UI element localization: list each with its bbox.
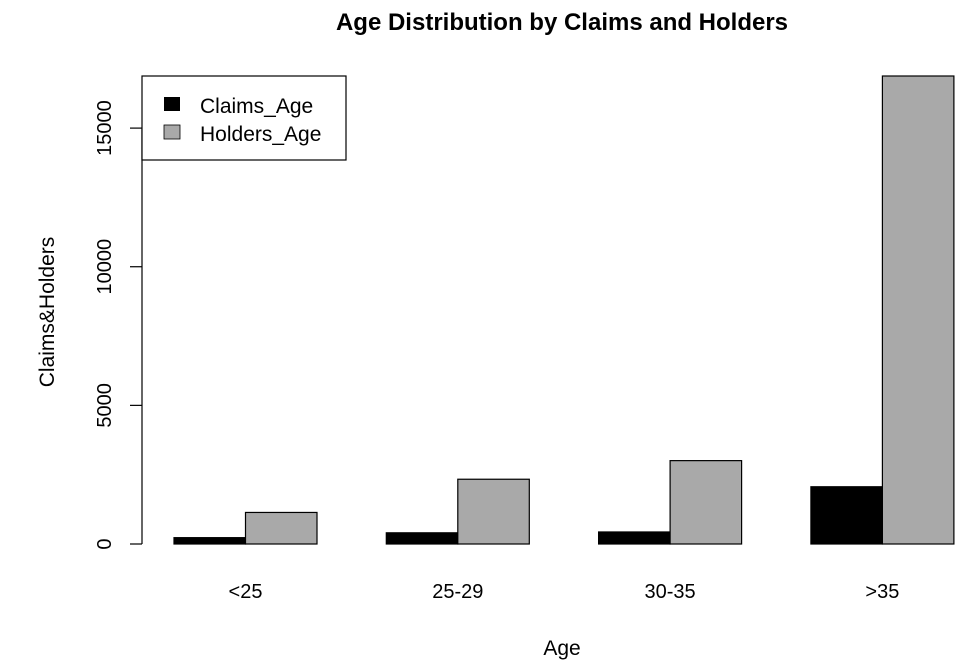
bar-holders-age-2: [669, 460, 743, 545]
y-tick-label-10000: 10000: [94, 239, 116, 295]
legend-swatch-holders-age: [163, 124, 181, 140]
bar-claims-age-0: [173, 537, 247, 545]
bar-holders-age-3: [881, 75, 955, 545]
x-tick-label-2: 30-35: [645, 581, 696, 603]
x-axis-label: Age: [543, 637, 580, 660]
x-tick-labels: <25 25-29 30-35 >35: [229, 581, 900, 603]
x-tick-label-1: 25-29: [432, 581, 483, 603]
y-tick-label-5000: 5000: [94, 383, 116, 428]
legend: Claims_Age Holders_Age: [141, 75, 347, 161]
legend-box: [141, 75, 347, 161]
bar-claims-age-3: [810, 486, 884, 545]
y-tick-label-15000: 15000: [94, 100, 116, 156]
legend-label-holders-age: Holders_Age: [200, 123, 321, 146]
bar-holders-age-0: [244, 511, 318, 545]
bar-claims-age-2: [597, 531, 671, 545]
y-tick-label-0: 0: [94, 538, 116, 549]
y-axis: 0 5000 10000 15000: [94, 100, 143, 550]
bar-holders-age-1: [457, 478, 530, 545]
legend-swatch-claims-age: [164, 97, 180, 111]
y-axis-label: Claims&Holders: [36, 237, 59, 388]
legend-label-claims-age: Claims_Age: [200, 95, 313, 118]
x-tick-label-3: >35: [865, 581, 899, 603]
bar-claims-age-1: [385, 532, 459, 545]
x-tick-label-0: <25: [229, 581, 263, 603]
bars-group: [173, 75, 955, 545]
chart-title: Age Distribution by Claims and Holders: [336, 9, 788, 36]
